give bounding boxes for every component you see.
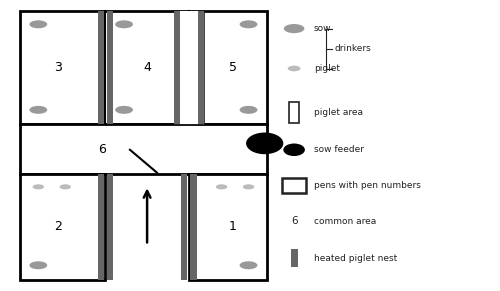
Bar bbox=[181, 174, 188, 280]
Text: sow feeder: sow feeder bbox=[314, 145, 364, 154]
Bar bbox=[290, 249, 298, 267]
Text: 3: 3 bbox=[54, 61, 62, 74]
Text: heated piglet nest: heated piglet nest bbox=[314, 254, 397, 263]
Bar bbox=[98, 174, 104, 280]
Text: 5: 5 bbox=[229, 61, 237, 74]
Text: piglet: piglet bbox=[314, 64, 340, 73]
Bar bbox=[20, 174, 106, 280]
Text: sow: sow bbox=[314, 24, 331, 33]
Bar bbox=[20, 124, 267, 174]
Bar bbox=[174, 11, 204, 124]
Ellipse shape bbox=[240, 261, 258, 269]
Ellipse shape bbox=[32, 184, 44, 189]
Bar bbox=[198, 11, 204, 124]
Text: 6: 6 bbox=[291, 216, 298, 226]
Bar bbox=[107, 11, 114, 124]
Ellipse shape bbox=[288, 66, 300, 71]
Ellipse shape bbox=[30, 20, 47, 28]
Ellipse shape bbox=[240, 20, 258, 28]
Text: 6: 6 bbox=[98, 143, 106, 156]
Bar bbox=[282, 178, 306, 193]
Bar bbox=[190, 174, 196, 280]
Ellipse shape bbox=[60, 184, 71, 189]
Bar bbox=[20, 11, 267, 124]
Bar bbox=[189, 174, 267, 280]
Bar bbox=[288, 102, 300, 123]
Ellipse shape bbox=[284, 24, 304, 33]
Text: 1: 1 bbox=[229, 220, 237, 233]
Bar bbox=[98, 11, 104, 124]
Text: pens with pen numbers: pens with pen numbers bbox=[314, 181, 420, 190]
Text: common area: common area bbox=[314, 217, 376, 226]
Text: drinkers: drinkers bbox=[335, 44, 372, 53]
Ellipse shape bbox=[30, 261, 47, 269]
Ellipse shape bbox=[115, 20, 133, 28]
Text: piglet area: piglet area bbox=[314, 108, 362, 117]
Ellipse shape bbox=[30, 106, 47, 114]
Text: 2: 2 bbox=[54, 220, 62, 233]
Bar bbox=[174, 11, 180, 124]
Ellipse shape bbox=[240, 106, 258, 114]
Text: 1-5: 1-5 bbox=[288, 181, 301, 190]
Text: 4: 4 bbox=[143, 61, 151, 74]
Ellipse shape bbox=[243, 184, 254, 189]
Ellipse shape bbox=[216, 184, 228, 189]
Bar bbox=[180, 11, 198, 124]
Circle shape bbox=[284, 143, 305, 156]
Bar bbox=[107, 174, 114, 280]
Circle shape bbox=[246, 132, 284, 154]
Ellipse shape bbox=[115, 106, 133, 114]
